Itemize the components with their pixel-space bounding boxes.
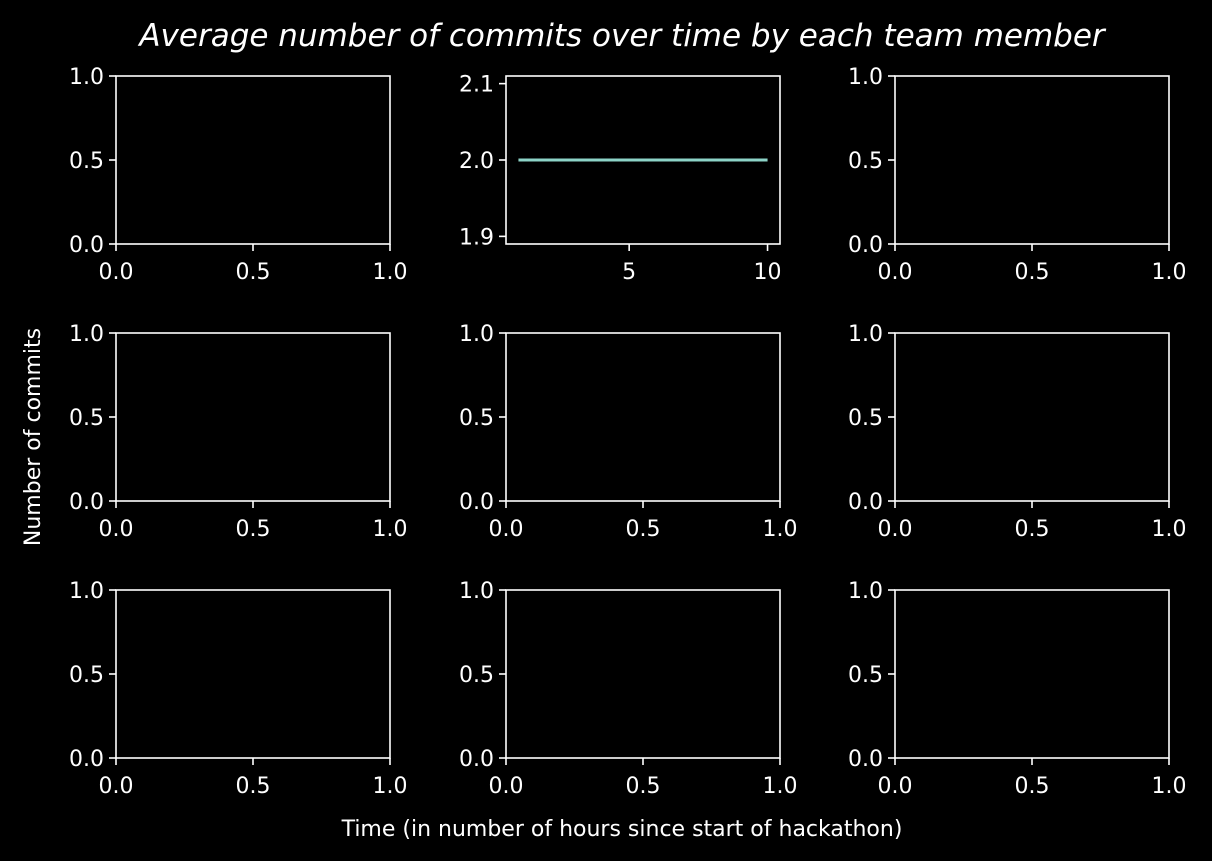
x-tick-label: 1.0 xyxy=(1152,517,1187,542)
x-tick-label: 0.0 xyxy=(99,774,134,799)
y-tick-label: 0.0 xyxy=(848,233,883,258)
y-tick-label: 0.0 xyxy=(459,747,494,772)
x-tick-label: 0.0 xyxy=(489,774,524,799)
y-tick-label: 1.0 xyxy=(69,579,104,604)
x-tick-label: 0.5 xyxy=(626,774,661,799)
y-tick-label: 0.0 xyxy=(848,490,883,515)
subplots-grid: 0.0 0.5 1.00.00.51.05 101.92.02.10.0 0.5 1.00… xyxy=(69,65,1187,799)
y-tick-label: 0.5 xyxy=(69,406,104,431)
y-tick-label: 0.5 xyxy=(69,149,104,174)
x-tick-label: 1.0 xyxy=(373,774,408,799)
subplot-8: 0.0 0.5 1.0 0.0 0.5 1.0 xyxy=(459,579,798,799)
y-tick-label: 1.9 xyxy=(459,225,494,250)
x-tick-label: 0.0 xyxy=(489,517,524,542)
y-tick-label: 0.0 xyxy=(69,233,104,258)
x-tick-label: 0.5 xyxy=(626,517,661,542)
subplot-7: 0.0 0.5 1.0 0.0 0.5 1.0 xyxy=(69,579,408,799)
subplot-2: 5 10 1.9 2.0 2.1 xyxy=(459,73,782,285)
subplot-6: 0.0 0.5 1.0 0.0 0.5 1.0 xyxy=(848,322,1187,542)
x-tick-label: 0.5 xyxy=(236,774,271,799)
subplot-9: 0.0 0.5 1.0 0.0 0.5 1.0 xyxy=(848,579,1187,799)
y-tick-label: 1.0 xyxy=(848,65,883,90)
y-tick-label: 0.5 xyxy=(459,663,494,688)
x-tick-label: 0.5 xyxy=(1015,774,1050,799)
x-tick-label: 0.0 xyxy=(878,517,913,542)
x-tick-label: 0.0 xyxy=(99,260,134,285)
y-tick-label: 2.0 xyxy=(459,149,494,174)
y-tick-label: 0.0 xyxy=(69,747,104,772)
y-tick-label: 0.5 xyxy=(69,663,104,688)
x-tick-label: 0.5 xyxy=(1015,260,1050,285)
y-tick-label: 1.0 xyxy=(848,322,883,347)
y-tick-label: 0.0 xyxy=(848,747,883,772)
y-tick-label: 0.5 xyxy=(848,149,883,174)
subplot-4: 0.0 0.5 1.0 0.0 0.5 1.0 xyxy=(69,322,408,542)
y-tick-label: 0.0 xyxy=(69,490,104,515)
x-tick-label: 10 xyxy=(754,260,782,285)
subplot-1: 0.0 0.5 1.0 0.0 0.5 1.0 xyxy=(69,65,408,285)
x-tick-label: 1.0 xyxy=(1152,260,1187,285)
y-tick-label: 1.0 xyxy=(848,579,883,604)
x-tick-label: 0.0 xyxy=(878,260,913,285)
subplot-3: 0.0 0.5 1.0 0.0 0.5 1.0 xyxy=(848,65,1187,285)
y-tick-label: 0.0 xyxy=(459,490,494,515)
x-tick-label: 0.5 xyxy=(236,517,271,542)
y-tick-label: 2.1 xyxy=(459,73,494,98)
y-tick-label: 0.5 xyxy=(459,406,494,431)
y-tick-label: 0.5 xyxy=(848,663,883,688)
x-tick-label: 1.0 xyxy=(763,774,798,799)
chart-title: Average number of commits over time by e… xyxy=(137,18,1107,54)
x-tick-label: 1.0 xyxy=(1152,774,1187,799)
x-tick-label: 1.0 xyxy=(373,260,408,285)
y-tick-label: 1.0 xyxy=(459,579,494,604)
y-tick-label: 0.5 xyxy=(848,406,883,431)
x-tick-label: 0.5 xyxy=(236,260,271,285)
y-tick-label: 1.0 xyxy=(69,322,104,347)
x-tick-label: 0.0 xyxy=(878,774,913,799)
x-tick-label: 0.0 xyxy=(99,517,134,542)
y-tick-label: 1.0 xyxy=(459,322,494,347)
x-tick-label: 1.0 xyxy=(373,517,408,542)
subplot-5: 0.0 0.5 1.0 0.0 0.5 1.0 xyxy=(459,322,798,542)
x-tick-label: 5 xyxy=(622,260,636,285)
x-tick-label: 0.5 xyxy=(1015,517,1050,542)
y-tick-label: 1.0 xyxy=(69,65,104,90)
x-tick-label: 1.0 xyxy=(763,517,798,542)
y-axis-label: Number of commits xyxy=(21,328,46,546)
x-axis-label: Time (in number of hours since start of … xyxy=(341,817,903,842)
